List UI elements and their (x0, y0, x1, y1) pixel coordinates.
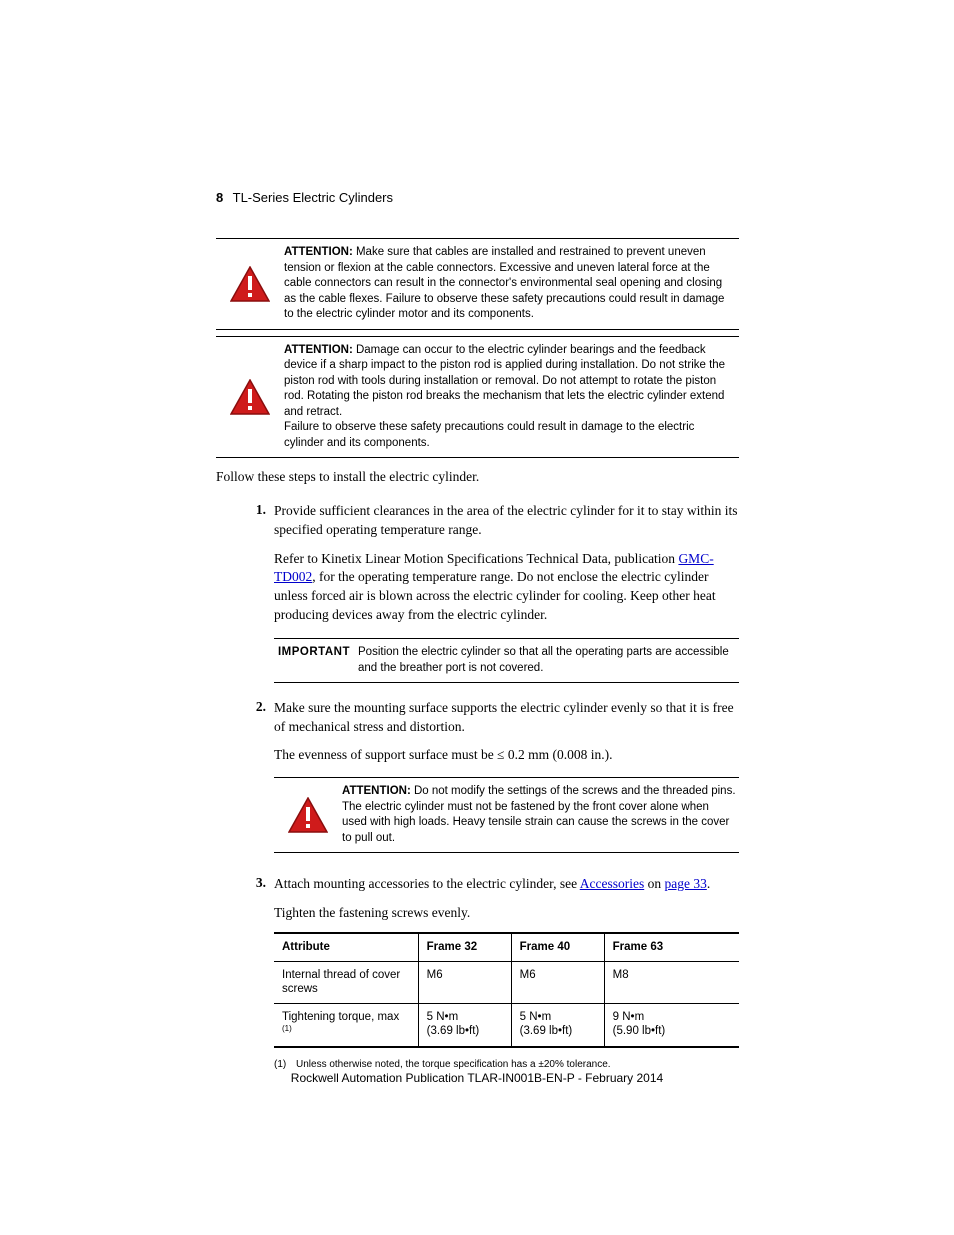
cell: M6 (511, 961, 604, 1003)
attention-label: ATTENTION: (284, 344, 353, 356)
step-p2: Tighten the fastening screws evenly. (274, 904, 739, 923)
col-header: Frame 32 (418, 933, 511, 961)
accessories-link[interactable]: Accessories (580, 876, 644, 891)
page-link[interactable]: page 33 (664, 876, 706, 891)
important-box: IMPORTANT Position the electric cylinder… (274, 638, 739, 683)
step-body: Make sure the mounting surface supports … (274, 699, 739, 859)
attention-text: ATTENTION: Do not modify the settings of… (342, 778, 739, 852)
step-3: 3. Attach mounting accessories to the el… (244, 875, 739, 1072)
page: 8 TL-Series Electric Cylinders ATTENTION… (0, 0, 954, 1235)
content: ATTENTION: Make sure that cables are ins… (216, 238, 739, 1072)
table-row: Tightening torque, max (1) 5 N•m(3.69 lb… (274, 1003, 739, 1047)
step-body: Provide sufficient clearances in the are… (274, 502, 739, 683)
step-p2: Refer to Kinetix Linear Motion Specifica… (274, 550, 739, 625)
page-footer: Rockwell Automation Publication TLAR-IN0… (0, 1071, 954, 1085)
attention-text: ATTENTION: Damage can occur to the elect… (284, 337, 739, 458)
attention-box: ATTENTION: Do not modify the settings of… (274, 777, 739, 853)
step-body: Attach mounting accessories to the elect… (274, 875, 739, 1072)
col-header: Attribute (274, 933, 418, 961)
intro-text: Follow these steps to install the electr… (216, 468, 739, 486)
table-header-row: Attribute Frame 32 Frame 40 Frame 63 (274, 933, 739, 961)
cell: 5 N•m(3.69 lb•ft) (418, 1003, 511, 1047)
step-p1: Make sure the mounting surface supports … (274, 699, 739, 736)
col-header: Frame 40 (511, 933, 604, 961)
attention-label: ATTENTION: (342, 785, 411, 797)
cell: M6 (418, 961, 511, 1003)
cell: M8 (604, 961, 739, 1003)
step-p2: The evenness of support surface must be … (274, 746, 739, 765)
cell: Tightening torque, max (1) (274, 1003, 418, 1047)
step-number: 3. (244, 875, 274, 1072)
steps-list: 1. Provide sufficient clearances in the … (244, 502, 739, 1071)
step-p1: Provide sufficient clearances in the are… (274, 502, 739, 539)
attention-box: ATTENTION: Damage can occur to the elect… (216, 336, 739, 459)
attention-text: ATTENTION: Make sure that cables are ins… (284, 239, 739, 329)
cell: Internal thread of cover screws (274, 961, 418, 1003)
step-p1: Attach mounting accessories to the elect… (274, 875, 739, 894)
doc-title: TL-Series Electric Cylinders (233, 190, 393, 205)
table-row: Internal thread of cover screws M6 M6 M8 (274, 961, 739, 1003)
step-number: 1. (244, 502, 274, 683)
step-1: 1. Provide sufficient clearances in the … (244, 502, 739, 683)
warning-icon (216, 337, 284, 458)
page-header: 8 TL-Series Electric Cylinders (216, 190, 393, 205)
warning-icon (216, 239, 284, 329)
cell: 9 N•m(5.90 lb•ft) (604, 1003, 739, 1047)
col-header: Frame 63 (604, 933, 739, 961)
cell: 5 N•m(3.69 lb•ft) (511, 1003, 604, 1047)
important-label: IMPORTANT (274, 645, 358, 676)
important-text: Position the electric cylinder so that a… (358, 645, 739, 676)
warning-icon (274, 778, 342, 852)
attention-label: ATTENTION: (284, 246, 353, 258)
step-number: 2. (244, 699, 274, 859)
step-2: 2. Make sure the mounting surface suppor… (244, 699, 739, 859)
page-number: 8 (216, 190, 223, 205)
attention-box: ATTENTION: Make sure that cables are ins… (216, 238, 739, 330)
table-footnote: (1)Unless otherwise noted, the torque sp… (274, 1058, 739, 1072)
spec-table: Attribute Frame 32 Frame 40 Frame 63 Int… (274, 932, 739, 1048)
